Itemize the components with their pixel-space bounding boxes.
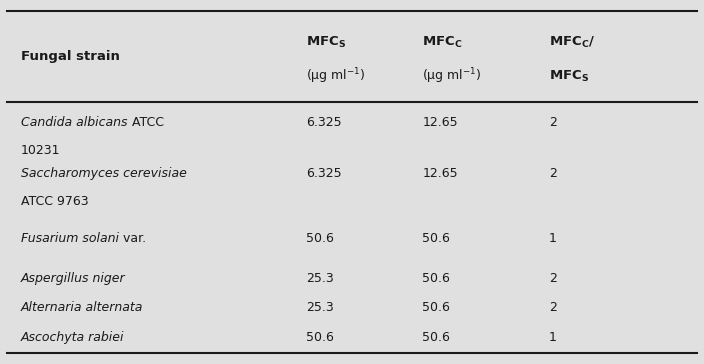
Text: 12.65: 12.65 — [422, 116, 458, 129]
Text: 12.65: 12.65 — [422, 167, 458, 180]
Text: 50.6: 50.6 — [422, 272, 451, 285]
Text: MFC$_\mathregular{C}$/: MFC$_\mathregular{C}$/ — [549, 35, 595, 50]
Text: 25.3: 25.3 — [306, 272, 334, 285]
Text: Saccharomyces cerevisiae: Saccharomyces cerevisiae — [21, 167, 187, 180]
Text: Ascochyta rabiei: Ascochyta rabiei — [21, 331, 125, 344]
Text: MFC$_\mathregular{C}$: MFC$_\mathregular{C}$ — [422, 35, 463, 50]
Text: 2: 2 — [549, 167, 557, 180]
Text: 2: 2 — [549, 116, 557, 129]
Text: Aspergillus niger: Aspergillus niger — [21, 272, 126, 285]
Text: 50.6: 50.6 — [306, 232, 334, 245]
Text: 50.6: 50.6 — [422, 301, 451, 314]
Text: 25.3: 25.3 — [306, 301, 334, 314]
Text: Fusarium solani: Fusarium solani — [21, 232, 119, 245]
Text: Alternaria alternata: Alternaria alternata — [21, 301, 144, 314]
Text: 50.6: 50.6 — [422, 232, 451, 245]
Text: 2: 2 — [549, 301, 557, 314]
Text: 6.325: 6.325 — [306, 116, 342, 129]
Text: 6.325: 6.325 — [306, 167, 342, 180]
Text: var.: var. — [119, 232, 146, 245]
Text: 2: 2 — [549, 272, 557, 285]
Text: Fungal strain: Fungal strain — [21, 50, 120, 63]
Text: (μg ml$^{-1}$): (μg ml$^{-1}$) — [306, 67, 366, 86]
Text: MFC$_\mathregular{S}$: MFC$_\mathregular{S}$ — [549, 69, 589, 84]
Text: 50.6: 50.6 — [422, 331, 451, 344]
Text: MFC$_\mathregular{S}$: MFC$_\mathregular{S}$ — [306, 35, 346, 50]
Text: 1: 1 — [549, 232, 557, 245]
Text: Candida albicans: Candida albicans — [21, 116, 127, 129]
Text: 1: 1 — [549, 331, 557, 344]
Text: ATCC 9763: ATCC 9763 — [21, 195, 89, 207]
Text: (μg ml$^{-1}$): (μg ml$^{-1}$) — [422, 67, 482, 86]
Text: 50.6: 50.6 — [306, 331, 334, 344]
Text: 10231: 10231 — [21, 144, 61, 157]
Text: ATCC: ATCC — [127, 116, 163, 129]
